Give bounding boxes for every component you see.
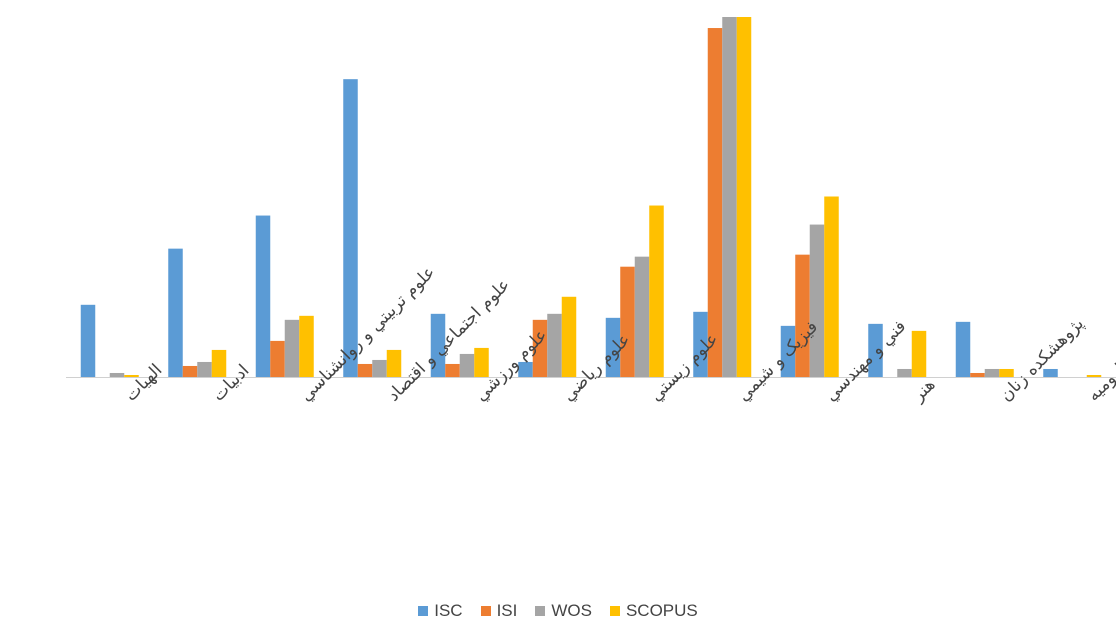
- bar-wos-2: [284, 319, 300, 377]
- bar-isc-9: [868, 323, 883, 377]
- x-tick-label-10: پژوهشکده زنان: [996, 314, 1088, 406]
- bar-isi-1: [182, 365, 198, 377]
- bar-wos-10: [984, 368, 1000, 377]
- legend-label-isc: ISC: [434, 601, 463, 620]
- bar-isi-4: [445, 363, 460, 377]
- bar-isc-2: [255, 215, 271, 377]
- bar-wos-3: [372, 359, 387, 377]
- x-tick-label-11: اروميه: [1084, 360, 1116, 406]
- bar-isc-6: [605, 317, 621, 377]
- bar-scopus-6: [649, 205, 664, 377]
- bar-wos-7: [722, 17, 737, 377]
- bar-scopus-5: [561, 296, 577, 377]
- chart-legend: ISC ISI WOS SCOPUS: [0, 601, 1116, 621]
- bar-scopus-9: [911, 330, 927, 377]
- legend-swatch-isi: [480, 606, 491, 616]
- bar-isc-7: [693, 311, 708, 377]
- bar-isc-1: [168, 248, 183, 377]
- bar-isi-2: [270, 340, 285, 377]
- bar-isc-0: [80, 304, 96, 377]
- bars-group: [80, 17, 1102, 378]
- bar-isc-11: [1043, 368, 1058, 377]
- legend-label-isi: ISI: [496, 601, 518, 620]
- bar-wos-6: [634, 256, 650, 377]
- bar-wos-0: [109, 372, 125, 377]
- x-tick-label-0: الهيات: [121, 360, 166, 405]
- bar-isc-3: [343, 79, 358, 378]
- legend-swatch-isc: [418, 606, 429, 616]
- legend-item-wos: WOS: [535, 601, 592, 621]
- bar-isc-10: [955, 321, 971, 377]
- bar-wos-8: [809, 224, 825, 377]
- legend-item-scopus: SCOPUS: [609, 601, 698, 621]
- legend-swatch-scopus: [609, 606, 620, 616]
- bar-wos-4: [459, 353, 475, 377]
- legend-item-isi: ISI: [480, 601, 518, 621]
- bar-scopus-8: [824, 196, 839, 377]
- bar-isi-6: [620, 266, 635, 377]
- legend-label-wos: WOS: [551, 601, 592, 620]
- bar-wos-1: [197, 361, 212, 377]
- bar-isi-3: [357, 363, 373, 377]
- bar-wos-5: [547, 313, 562, 377]
- x-tick-label-9: هنر: [908, 375, 939, 406]
- bar-isi-10: [970, 372, 985, 377]
- bar-wos-9: [897, 368, 912, 377]
- bar-scopus-1: [211, 349, 227, 377]
- legend-label-scopus: SCOPUS: [625, 601, 698, 620]
- bar-scopus-0: [124, 374, 139, 377]
- bar-isi-7: [707, 28, 723, 378]
- bar-chart: الهيات ادبيات علوم تربيتي و روانشناسيعلوم …: [66, 17, 1116, 406]
- bar-isc-8: [780, 325, 796, 377]
- bar-scopus-10: [999, 368, 1014, 377]
- bar-scopus-7: [736, 17, 752, 377]
- bar-isc-4: [430, 313, 446, 377]
- bar-scopus-3: [386, 349, 402, 377]
- bar-isi-8: [795, 254, 810, 377]
- bar-scopus-2: [299, 315, 314, 377]
- legend-swatch-wos: [535, 606, 546, 616]
- bar-isc-5: [518, 361, 533, 377]
- bar-scopus-11: [1086, 374, 1102, 377]
- bar-scopus-4: [474, 347, 489, 377]
- legend-item-isc: ISC: [418, 601, 463, 621]
- bar-isi-5: [532, 319, 548, 377]
